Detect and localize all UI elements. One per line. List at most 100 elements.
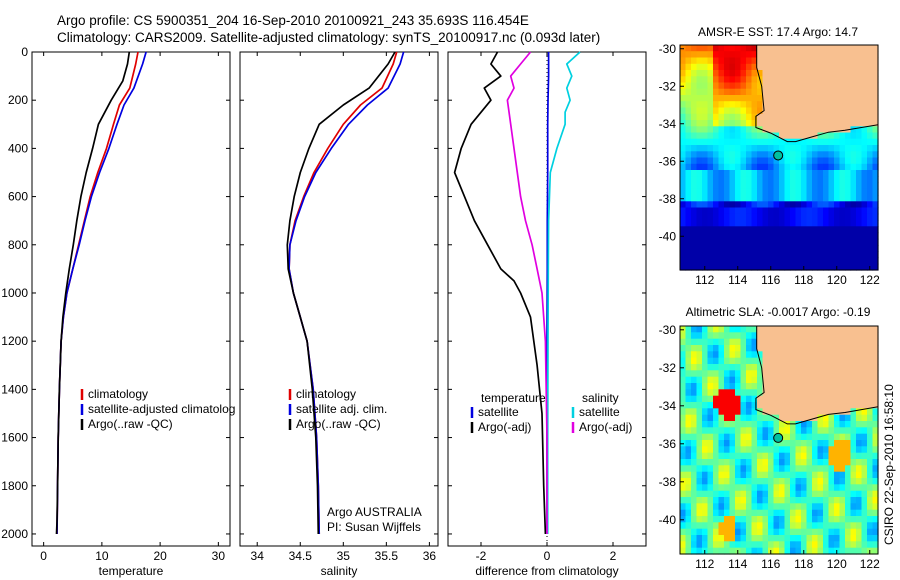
map-cell (729, 238, 736, 246)
map-cell (872, 528, 879, 536)
map-cell (779, 251, 786, 259)
map-cell (845, 389, 852, 397)
map-cell (740, 389, 747, 397)
map-cell (801, 232, 808, 240)
map-cell (806, 107, 813, 115)
map-cell (713, 63, 720, 71)
map-cell (746, 145, 753, 152)
map-cell (724, 163, 731, 171)
map-cell (740, 182, 747, 190)
map-cell (740, 238, 747, 246)
map-cell (707, 213, 714, 221)
map-cell (707, 238, 714, 246)
map-cell (779, 107, 786, 115)
map-cell (839, 51, 846, 58)
map-cell (806, 459, 813, 466)
map-cell (680, 201, 687, 209)
map-cell (834, 207, 841, 215)
map-cell (696, 370, 703, 378)
map-cell (718, 522, 725, 530)
map-cell (845, 251, 852, 259)
map-cell (812, 338, 819, 346)
map-cell (735, 201, 742, 209)
map-cell (773, 95, 780, 102)
map-cell (768, 376, 775, 384)
map-cell (685, 465, 692, 473)
map-cell (696, 120, 703, 127)
map-cell (768, 170, 775, 177)
map-cell (707, 51, 714, 58)
map-cell (746, 195, 753, 202)
map-cell (740, 478, 747, 485)
map-cell (757, 238, 764, 246)
map-cell (746, 57, 753, 65)
map-cell (680, 101, 687, 108)
map-cell (856, 113, 863, 121)
map-cell (867, 101, 874, 108)
map-cell (839, 213, 846, 221)
map-cell (724, 376, 731, 384)
map-cell (746, 170, 753, 177)
map-cell (872, 51, 879, 58)
map-cell (801, 395, 808, 403)
map-cell (746, 440, 753, 447)
map-cell (768, 408, 775, 416)
map-cell (845, 427, 852, 435)
map-cell (691, 126, 698, 134)
map-cell (806, 157, 813, 165)
map-cell (828, 188, 835, 196)
map-cell (872, 465, 879, 473)
temperature-ytick-label: 1200 (1, 334, 28, 348)
map-cell (823, 138, 830, 146)
map-cell (839, 76, 846, 84)
map-cell (696, 163, 703, 171)
map-cell (757, 245, 764, 252)
map-cell (757, 383, 764, 390)
map-cell (856, 357, 863, 365)
map-cell (839, 82, 846, 90)
map-cell (724, 107, 731, 115)
map-cell (806, 465, 813, 473)
map-cell (751, 207, 758, 215)
map-cell (795, 120, 802, 127)
map-cell (795, 188, 802, 196)
map-cell (685, 357, 692, 365)
sla-map-field (680, 326, 879, 555)
map-cell (740, 51, 747, 58)
map-cell (779, 132, 786, 140)
map-cell (812, 478, 819, 485)
map-cell (685, 541, 692, 549)
map-cell (801, 157, 808, 165)
map-cell (850, 478, 857, 485)
map-cell (691, 76, 698, 84)
map-cell (707, 151, 714, 159)
map-cell (702, 176, 709, 183)
map-cell (757, 351, 764, 359)
map-cell (713, 465, 720, 473)
map-cell (850, 201, 857, 209)
map-cell (773, 101, 780, 108)
map-cell (718, 465, 725, 473)
map-cell (784, 414, 791, 422)
map-cell (685, 88, 692, 96)
map-cell (718, 220, 725, 227)
map-cell (801, 440, 808, 447)
map-cell (845, 338, 852, 346)
map-cell (713, 207, 720, 215)
map-cell (856, 402, 863, 409)
map-cell (839, 220, 846, 227)
map-cell (834, 145, 841, 152)
map-cell (702, 220, 709, 227)
map-cell (779, 351, 786, 359)
map-cell (751, 263, 758, 271)
map-cell (790, 376, 797, 384)
map-cell (828, 452, 835, 460)
map-cell (746, 251, 753, 259)
map-cell (845, 57, 852, 65)
map-cell (784, 541, 791, 549)
map-cell (707, 433, 714, 441)
map-cell (762, 120, 769, 127)
map-cell (795, 201, 802, 209)
map-cell (685, 51, 692, 58)
map-cell (828, 257, 835, 265)
